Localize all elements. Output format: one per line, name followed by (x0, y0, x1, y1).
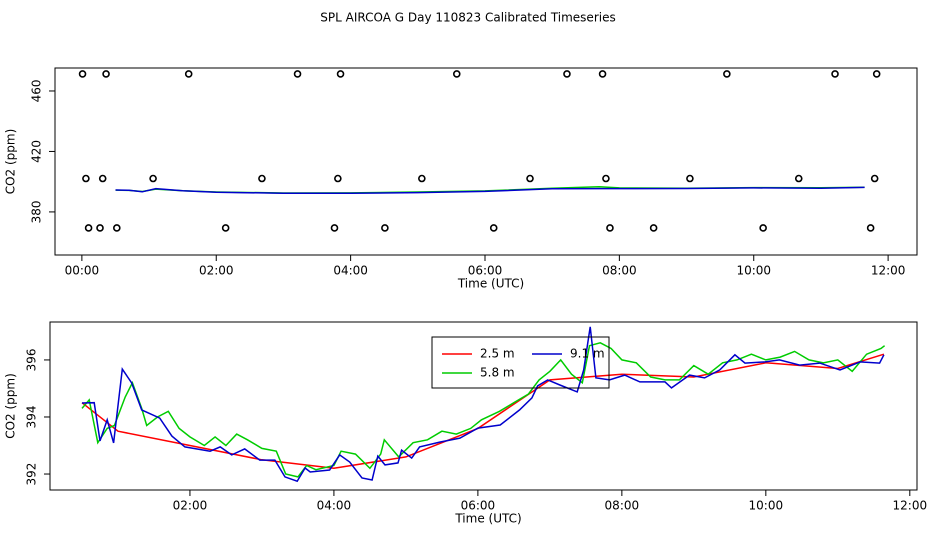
y-tick-label: 394 (25, 406, 39, 429)
flag-point (84, 224, 93, 232)
flag-point (598, 70, 607, 78)
x-tick-label: 02:00 (199, 264, 234, 278)
flag-point (184, 70, 193, 78)
flag-point (381, 224, 389, 232)
x-tick-label: 04:00 (317, 499, 352, 513)
flag-point (113, 224, 121, 232)
x-tick-label: 12:00 (871, 264, 906, 278)
flag-point (334, 174, 342, 183)
flag-point (602, 174, 610, 183)
flag-point (78, 70, 87, 78)
flag-point (489, 224, 498, 232)
x-tick-label: 08:00 (602, 264, 637, 278)
flag-point (866, 224, 875, 232)
flag-point (418, 174, 426, 183)
flag-point (149, 174, 157, 183)
flag-point (759, 224, 767, 232)
figure-title: SPL AIRCOA G Day 110823 Calibrated Times… (320, 11, 615, 25)
series-line (81, 326, 885, 483)
y-tick-label: 380 (30, 200, 44, 223)
x-axis-title: Time (UTC) (457, 277, 524, 291)
x-tick-label: 00:00 (65, 264, 100, 278)
flag-point (870, 174, 879, 183)
x-tick-label: 06:00 (468, 264, 503, 278)
x-axis-title: Time (UTC) (454, 512, 521, 526)
plot-box (54, 67, 918, 256)
x-tick-label: 04:00 (333, 264, 368, 278)
flag-point (336, 70, 345, 78)
legend-label: 5.8 m (480, 366, 515, 380)
flag-point (452, 70, 461, 78)
flag-point (82, 174, 90, 183)
flag-point (293, 70, 302, 78)
flag-point (98, 174, 107, 183)
x-tick-label: 02:00 (173, 499, 208, 513)
flag-point (96, 224, 104, 232)
y-axis-title: CO2 (ppm) (4, 129, 18, 195)
flag-point (794, 174, 803, 183)
legend-label: 9.1 m (570, 347, 605, 361)
legend-label: 2.5 m (480, 347, 515, 361)
y-tick-label: 392 (25, 463, 39, 486)
flag-point (872, 70, 881, 78)
y-tick-label: 420 (30, 140, 44, 163)
series-line (115, 186, 865, 195)
legend-box (431, 336, 610, 389)
y-tick-label: 460 (30, 80, 44, 103)
flag-point (606, 224, 614, 232)
flag-point (258, 174, 266, 183)
flag-point (686, 174, 694, 183)
flag-point (330, 224, 339, 232)
x-tick-label: 10:00 (749, 499, 784, 513)
y-tick-label: 396 (25, 348, 39, 371)
flag-point (723, 70, 731, 78)
series-line (81, 341, 886, 478)
x-tick-label: 10:00 (736, 264, 771, 278)
flag-point (526, 174, 534, 183)
flag-point (563, 70, 571, 78)
flag-point (221, 224, 230, 232)
flag-point (102, 70, 110, 78)
flag-point (649, 224, 658, 232)
x-tick-label: 06:00 (461, 499, 496, 513)
y-axis-title: CO2 (ppm) (4, 373, 18, 439)
x-tick-label: 08:00 (605, 499, 640, 513)
flag-point (831, 70, 839, 78)
x-tick-label: 12:00 (893, 499, 928, 513)
